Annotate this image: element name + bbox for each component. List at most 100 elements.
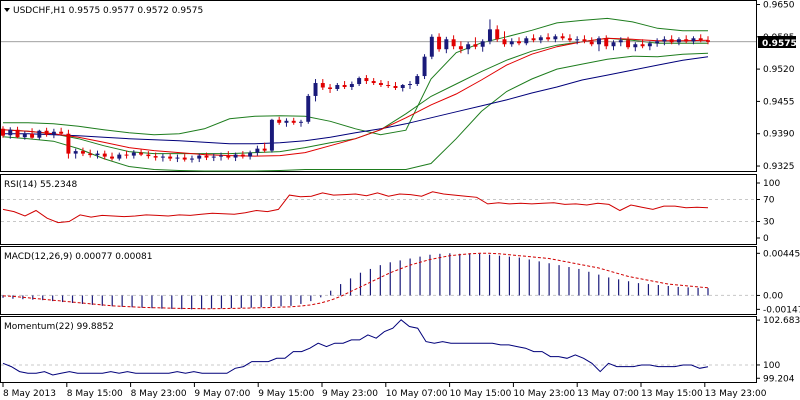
candle-body: [328, 87, 333, 89]
candle-body: [546, 37, 551, 40]
candle-body: [248, 152, 253, 157]
candle-body: [175, 157, 180, 159]
candle-body: [415, 76, 420, 85]
candle-body: [349, 84, 354, 87]
candle-body: [437, 36, 442, 50]
price-axis-tick-label: 0.9650: [763, 0, 795, 10]
candle-body: [168, 156, 173, 159]
candle-body: [604, 38, 609, 47]
candle-body: [233, 154, 238, 158]
candle-body: [451, 39, 456, 47]
x-axis-tick-label: 13 May 07:00: [577, 389, 639, 399]
candle-body: [299, 121, 303, 123]
candle-body: [1, 128, 5, 136]
candle-body: [306, 95, 311, 122]
candle-body: [59, 131, 64, 134]
rsi-axis-tick-label: 30: [763, 218, 775, 228]
x-axis-tick-label: 8 May 15:00: [67, 389, 123, 399]
candle-body: [371, 81, 376, 84]
candle-body: [597, 38, 601, 45]
price-axis-tick-label: 0.9455: [763, 97, 795, 107]
candle-body: [669, 39, 674, 43]
macd-signal-line: [2, 252, 709, 310]
momentum-line: [2, 319, 709, 376]
candle-body: [226, 155, 231, 158]
candle-body: [538, 37, 543, 41]
bollinger-bands: [2, 17, 709, 172]
candle-body: [364, 78, 369, 82]
candle-body: [378, 83, 383, 86]
macd-axis-tick-label: 0.00445: [763, 249, 800, 259]
x-axis-tick-label: 9 May 07:00: [194, 389, 250, 399]
candle-body: [320, 83, 325, 88]
candle-body: [160, 156, 165, 158]
candle-body: [633, 44, 638, 48]
candle-body: [30, 133, 35, 138]
slow-moving-average-line: [3, 56, 709, 145]
bollinger-middle-line: [2, 37, 708, 155]
candle-body: [582, 39, 587, 42]
candle-body: [408, 84, 412, 86]
x-axis-tick-label: 8 May 23:00: [131, 389, 187, 399]
candle-body: [444, 39, 449, 50]
candle-body: [269, 119, 274, 151]
momentum-axis-tick-label: 102.6835: [763, 316, 800, 326]
macd-plot: [1, 252, 756, 310]
candle-body: [509, 41, 514, 45]
candle-body: [531, 38, 536, 41]
x-axis-tick-label: 8 May 2013: [3, 389, 56, 399]
candle-body: [255, 148, 260, 153]
price-axis-tick-label: 0.9390: [763, 130, 795, 140]
candle-body: [706, 40, 710, 42]
momentum-panel-title: Momentum(22) 99.8852: [4, 322, 114, 332]
candle-body: [611, 42, 616, 47]
rsi-axis-tick-label: 100: [763, 179, 780, 189]
rsi-panel-frame: [0, 174, 757, 245]
candle-body: [211, 156, 216, 158]
x-axis-tick-label: 10 May 23:00: [513, 389, 575, 399]
candle-body: [131, 152, 136, 156]
candle-body: [240, 154, 245, 157]
x-axis: 8 May 2013 8 May 15:00 8 May 23:00 9 May 07…: [2, 383, 767, 399]
candle-body: [647, 43, 652, 47]
candle-body: [124, 154, 129, 156]
x-axis-tick-label: 9 May 23:00: [322, 389, 378, 399]
rsi-axis-tick-label: 70: [763, 196, 775, 206]
price-panel-title: USDCHF,H1 0.9575 0.9577 0.9572 0.9575: [13, 6, 203, 16]
fast-moving-average-line: [2, 37, 709, 157]
price-axis-tick-label: 0.9325: [763, 162, 795, 172]
axis-ticks: 0.96500.95850.95200.94550.93900.93251007…: [756, 0, 800, 384]
candle-body: [626, 40, 631, 48]
candle-body: [691, 38, 696, 42]
candle-body: [553, 36, 558, 40]
candle-body: [662, 39, 667, 42]
chart-menu-triangle-icon[interactable]: [4, 8, 10, 12]
macd-panel-frame: [0, 246, 757, 315]
candle-body: [458, 46, 463, 50]
candle-body: [517, 41, 522, 44]
momentum-axis-tick-label: 99.204: [763, 374, 795, 384]
current-price-marker: [758, 36, 796, 48]
x-axis-tick-label: 13 May 15:00: [641, 389, 703, 399]
momentum-axis-tick-label: 100: [763, 361, 780, 371]
candle-body: [342, 85, 347, 87]
candle-body: [44, 130, 49, 135]
candle-body: [393, 86, 398, 88]
price-axis-tick-label: 0.9520: [763, 65, 795, 75]
rsi-line: [2, 191, 709, 224]
candle-body: [182, 157, 187, 160]
candle-body: [422, 56, 427, 77]
candle-body: [575, 39, 580, 41]
x-axis-tick-label: 9 May 15:00: [258, 389, 314, 399]
candle-body: [386, 85, 391, 87]
candle-body: [473, 44, 478, 47]
candle-body: [684, 39, 689, 42]
candle-body: [102, 153, 107, 157]
candle-body: [676, 39, 681, 43]
candle-body: [313, 83, 318, 96]
x-axis-tick-label: 13 May 23:00: [705, 389, 767, 399]
candle-body: [284, 120, 289, 123]
rsi-plot: [1, 191, 756, 224]
candle-body: [66, 133, 71, 154]
